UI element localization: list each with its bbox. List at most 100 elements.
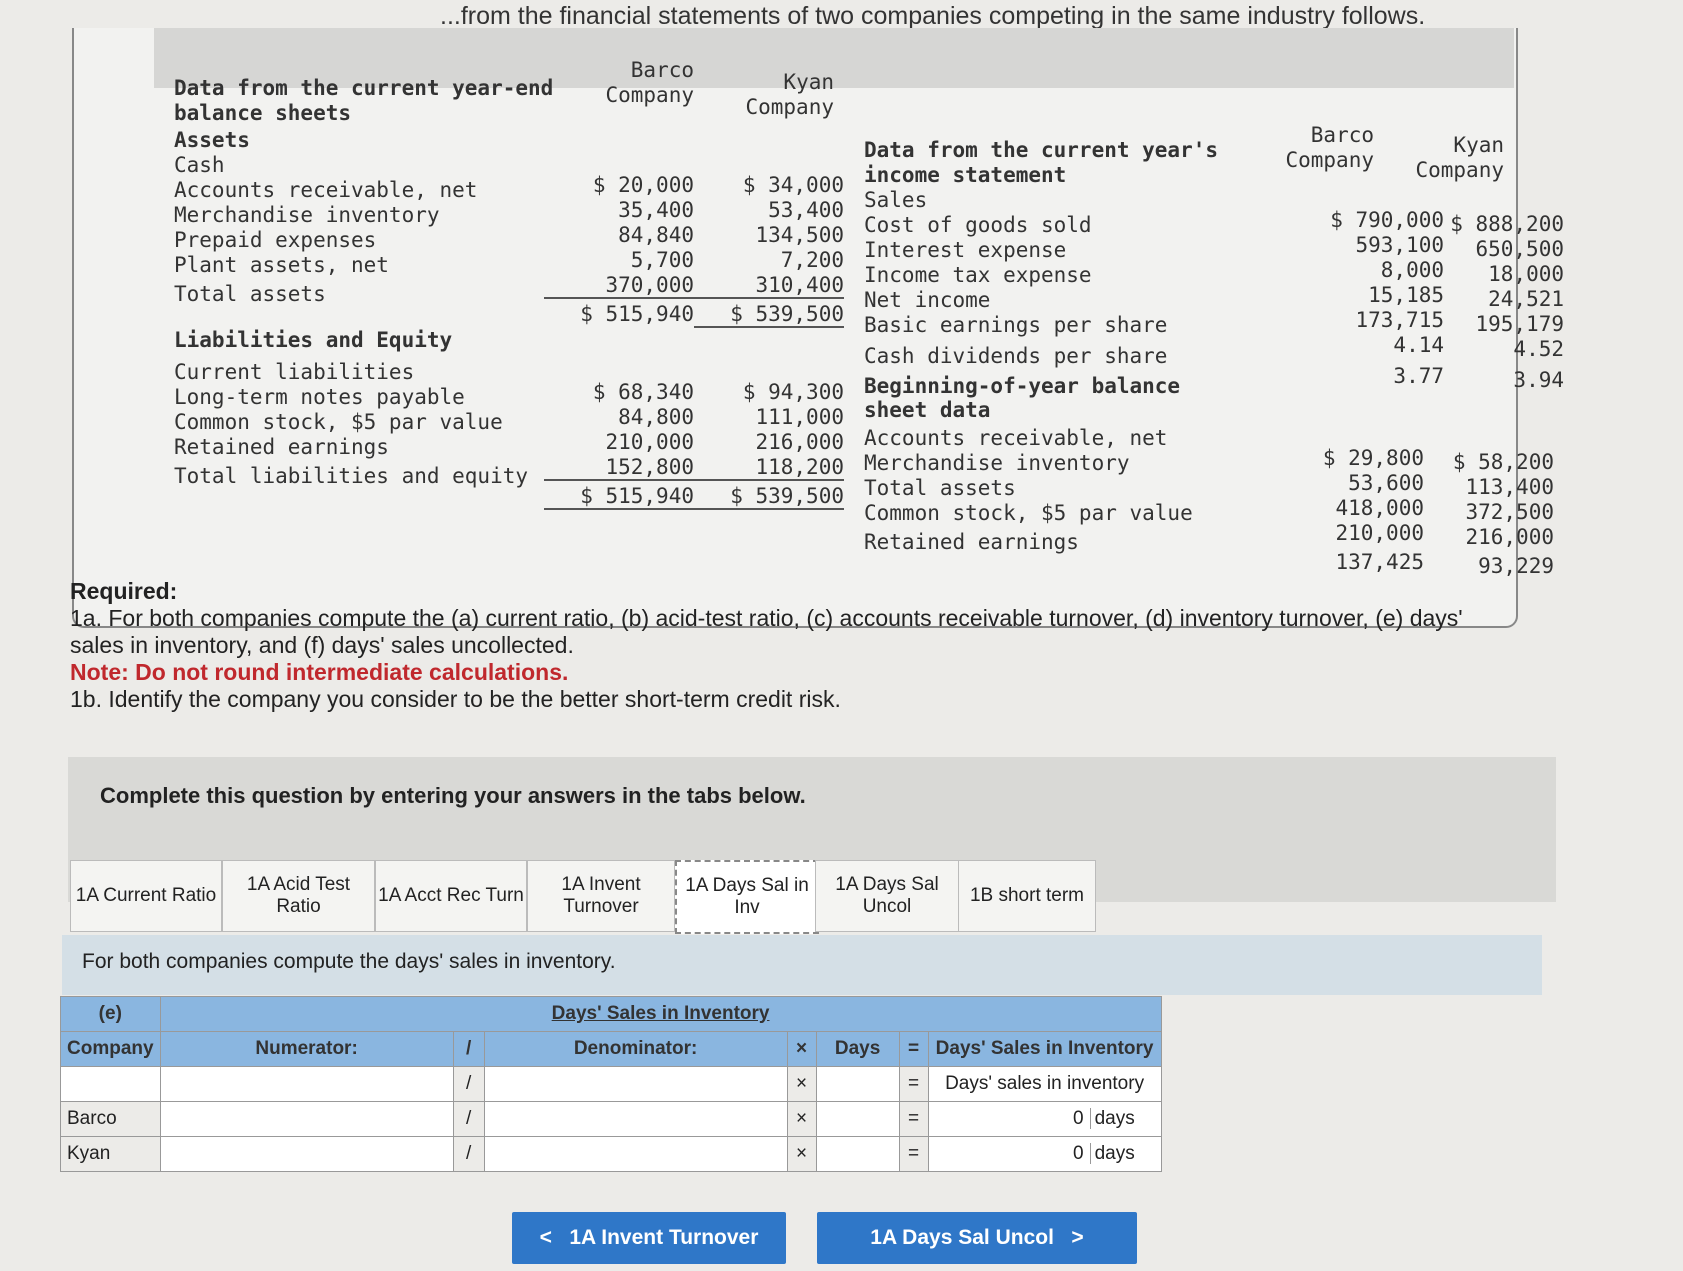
days-result: 0 days [927, 1101, 1162, 1137]
asset-label: Total assets [174, 282, 326, 306]
days-input[interactable] [815, 1101, 900, 1137]
liability-label: Current liabilities [174, 360, 415, 384]
tab-1a-days-sal-in-inv[interactable]: 1A Days Sal in Inv [675, 860, 819, 934]
asset-barco-value: 370,000 [544, 273, 694, 299]
part-label: (e) [60, 996, 161, 1032]
income-barco-header: Barco Company [1285, 123, 1374, 172]
result-header: Days' Sales in Inventory [927, 1031, 1162, 1067]
income-kyan-header: Kyan Company [1415, 133, 1504, 182]
financial-data-table: Barco Company Kyan Company Data from the c… [72, 28, 1564, 628]
days-unit: days [1094, 1143, 1135, 1164]
company-header: Company [60, 1031, 161, 1067]
barco-column-header: Barco Company [605, 58, 694, 107]
income-label: Cash dividends per share [864, 344, 1168, 368]
days-sales-inventory-table: (e) Days' Sales in Inventory Company Num… [60, 996, 1162, 1172]
divide-sign: / [452, 1136, 485, 1172]
beginning-kyan-value: $ 58,200 [1452, 450, 1554, 474]
tab-1a-invent-turnover[interactable]: 1A Invent Turnover [527, 860, 675, 932]
beginning-label: Total assets [864, 476, 1016, 500]
days-input[interactable] [815, 1066, 900, 1102]
income-label: Interest expense [864, 238, 1067, 262]
equals-sign: = [898, 1066, 929, 1102]
income-barco-value: 173,715 [1355, 308, 1444, 332]
income-kyan-value: 18,000 [1488, 262, 1564, 286]
beginning-kyan-value: 93,229 [1478, 554, 1554, 578]
numerator-input[interactable] [159, 1066, 454, 1102]
asset-label: Cash [174, 153, 225, 177]
beginning-kyan-value: 113,400 [1465, 475, 1554, 499]
tab-1b-short-term[interactable]: 1B short term [958, 860, 1096, 932]
company-cell [60, 1066, 161, 1102]
instruction-text: For both companies compute the days' sal… [82, 950, 616, 973]
company-name: Barco [60, 1101, 161, 1137]
intro-text: ...from the financial statements of two … [440, 2, 1426, 30]
asset-kyan-value: $ 539,500 [694, 302, 844, 328]
asset-label: Accounts receivable, net [174, 178, 478, 202]
equals-sign: = [898, 1101, 929, 1137]
asset-barco-value: $ 20,000 [592, 173, 694, 197]
liability-kyan-value: 111,000 [755, 405, 844, 429]
liability-barco-value: $ 515,940 [544, 484, 694, 510]
tab-1a-current-ratio[interactable]: 1A Current Ratio [70, 860, 222, 932]
numerator-header: Numerator: [159, 1031, 454, 1067]
liability-label: Long-term notes payable [174, 385, 465, 409]
liability-kyan-value: $ 94,300 [742, 380, 844, 404]
required-heading: Required: [70, 578, 178, 604]
asset-barco-value: $ 515,940 [580, 302, 694, 326]
beginning-barco-value: 418,000 [1335, 496, 1424, 520]
asset-barco-value: 35,400 [618, 198, 694, 222]
multiply-sign: × [786, 1031, 817, 1067]
days-header: Days [815, 1031, 900, 1067]
income-label: Income tax expense [864, 263, 1092, 287]
denominator-input[interactable] [483, 1101, 788, 1137]
liability-label: Retained earnings [174, 435, 389, 459]
liability-barco-value: 210,000 [605, 430, 694, 454]
beginning-barco-value: 210,000 [1335, 521, 1424, 545]
beginning-kyan-value: 372,500 [1465, 500, 1554, 524]
income-barco-value: 4.14 [1393, 333, 1444, 357]
denominator-input[interactable] [483, 1136, 788, 1172]
asset-label: Plant assets, net [174, 253, 389, 277]
asset-label: Merchandise inventory [174, 203, 440, 227]
numerator-input[interactable] [159, 1101, 454, 1137]
question-1b: 1b. Identify the company you consider to… [70, 686, 841, 712]
required-section: Required: 1a. For both companies compute… [70, 578, 1520, 713]
beginning-label: Common stock, $5 par value [864, 501, 1193, 525]
calc-title: Days' Sales in Inventory [159, 996, 1162, 1032]
multiply-sign: × [786, 1066, 817, 1102]
beginning-barco-value: $ 29,800 [1322, 446, 1424, 470]
income-barco-value: 15,185 [1368, 283, 1444, 307]
question-1a: 1a. For both companies compute the (a) c… [70, 605, 1463, 658]
income-label: Sales [864, 188, 928, 212]
liabilities-label: Liabilities and Equity [174, 328, 453, 352]
days-result-value: 0 [1073, 1143, 1091, 1164]
denominator-header: Denominator: [483, 1031, 788, 1067]
kyan-column-header: Kyan Company [745, 70, 834, 119]
chevron-right-icon: > [1053, 1226, 1084, 1249]
tab-1a-days-sal-uncol[interactable]: 1A Days Sal Uncol [815, 860, 959, 932]
rounding-note: Note: Do not round intermediate calculat… [70, 659, 569, 685]
tab-1a-acid-test-ratio[interactable]: 1A Acid Test Ratio [222, 860, 375, 932]
income-kyan-value: 3.94 [1513, 368, 1564, 392]
prev-tab-label: 1A Invent Turnover [569, 1226, 759, 1249]
numerator-input[interactable] [159, 1136, 454, 1172]
prev-tab-button[interactable]: < 1A Invent Turnover [512, 1212, 786, 1264]
multiply-sign: × [786, 1101, 817, 1137]
next-tab-button[interactable]: 1A Days Sal Uncol > [817, 1212, 1137, 1264]
income-kyan-value: 24,521 [1488, 287, 1564, 311]
income-barco-value: 3.77 [1393, 364, 1444, 388]
company-name: Kyan [60, 1136, 161, 1172]
income-kyan-value: 650,500 [1475, 237, 1564, 261]
balance-sheet-title: Data from the current year-end balance s… [174, 76, 554, 125]
tab-1a-acct-rec-turn[interactable]: 1A Acct Rec Turn [375, 860, 527, 932]
income-kyan-value: $ 888,200 [1450, 212, 1564, 236]
divide-sign: / [452, 1066, 485, 1102]
divide-sign: / [452, 1031, 485, 1067]
multiply-sign: × [786, 1136, 817, 1172]
days-unit: days [1094, 1108, 1135, 1129]
days-input[interactable] [815, 1136, 900, 1172]
beginning-label: Accounts receivable, net [864, 426, 1168, 450]
denominator-input[interactable] [483, 1066, 788, 1102]
assets-label: Assets [174, 128, 250, 152]
asset-kyan-value: 134,500 [755, 223, 844, 247]
